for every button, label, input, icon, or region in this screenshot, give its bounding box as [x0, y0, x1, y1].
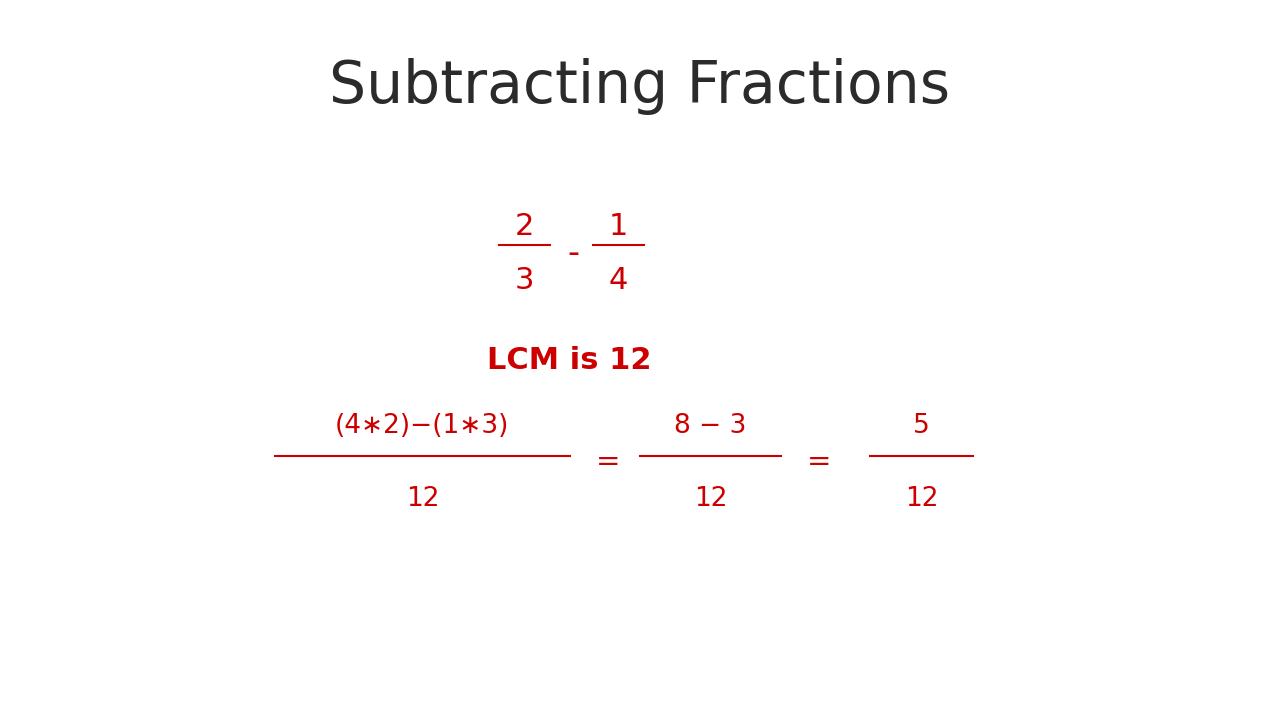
Text: =: =: [806, 449, 832, 476]
Text: 12: 12: [905, 486, 938, 512]
Text: 5: 5: [913, 413, 931, 439]
Text: Subtracting Fractions: Subtracting Fractions: [329, 58, 951, 115]
Text: LCM is 12: LCM is 12: [488, 346, 652, 374]
Text: (4∗2)−(1∗3): (4∗2)−(1∗3): [335, 413, 509, 439]
Text: =: =: [595, 449, 621, 476]
Text: 8 − 3: 8 − 3: [675, 413, 746, 439]
Text: 2: 2: [515, 212, 535, 241]
Text: 1: 1: [608, 212, 628, 241]
Text: 12: 12: [406, 486, 439, 512]
Text: 4: 4: [608, 266, 628, 295]
Text: 3: 3: [515, 266, 535, 295]
Text: -: -: [567, 237, 580, 270]
Text: 12: 12: [694, 486, 727, 512]
